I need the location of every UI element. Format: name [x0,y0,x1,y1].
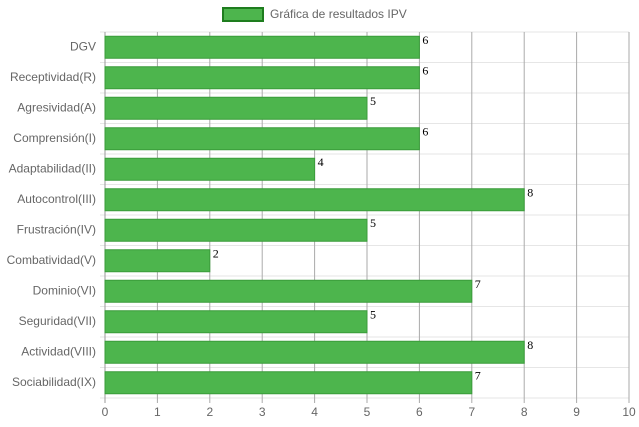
bar [104,96,368,120]
y-tick-label: Dominio(VI) [33,283,96,297]
bar [104,249,211,273]
value-label: 6 [422,64,428,78]
value-label: 6 [422,33,428,47]
y-tick-label: Sociabilidad(IX) [12,375,96,389]
x-tick-label: 0 [102,405,109,419]
bar [104,66,420,90]
legend-swatch[interactable] [222,7,264,22]
x-tick-label: 2 [206,405,213,419]
x-tick-label: 8 [521,405,528,419]
y-tick-label: Agresividad(A) [17,100,96,114]
value-label: 5 [370,216,376,230]
x-tick-label: 9 [573,405,580,419]
bar [104,340,525,364]
x-tick-label: 7 [468,405,475,419]
x-tick-label: 1 [154,405,161,419]
y-tick-label: Combatividad(V) [7,253,96,267]
bar [104,157,316,181]
bar [104,310,368,334]
bar [104,218,368,242]
y-tick-label: DGV [70,39,96,53]
y-tick-label: Receptividad(R) [10,70,96,84]
y-tick-label: Autocontrol(III) [17,192,96,206]
x-tick-label: 4 [311,405,318,419]
bar [104,127,420,151]
x-tick-label: 5 [364,405,371,419]
value-label: 7 [475,369,481,383]
bar [104,35,420,59]
value-label: 8 [527,186,533,200]
legend-label[interactable]: Gráfica de resultados IPV [270,7,407,21]
value-label: 5 [370,94,376,108]
x-tick-label: 10 [622,405,636,419]
value-label: 5 [370,308,376,322]
value-label: 6 [422,125,428,139]
x-tick-label: 6 [416,405,423,419]
y-tick-label: Comprensión(I) [13,131,96,145]
bar [104,188,525,212]
bar [104,279,473,303]
value-label: 7 [475,277,481,291]
y-tick-label: Actividad(VIII) [21,344,96,358]
bar [104,371,473,395]
y-tick-label: Seguridad(VII) [19,314,96,328]
x-tick-label: 3 [259,405,266,419]
value-label: 2 [213,247,219,261]
value-label: 4 [318,155,324,169]
value-label: 8 [527,338,533,352]
y-tick-label: Adaptabilidad(II) [9,161,96,175]
y-tick-label: Frustración(IV) [17,222,96,236]
